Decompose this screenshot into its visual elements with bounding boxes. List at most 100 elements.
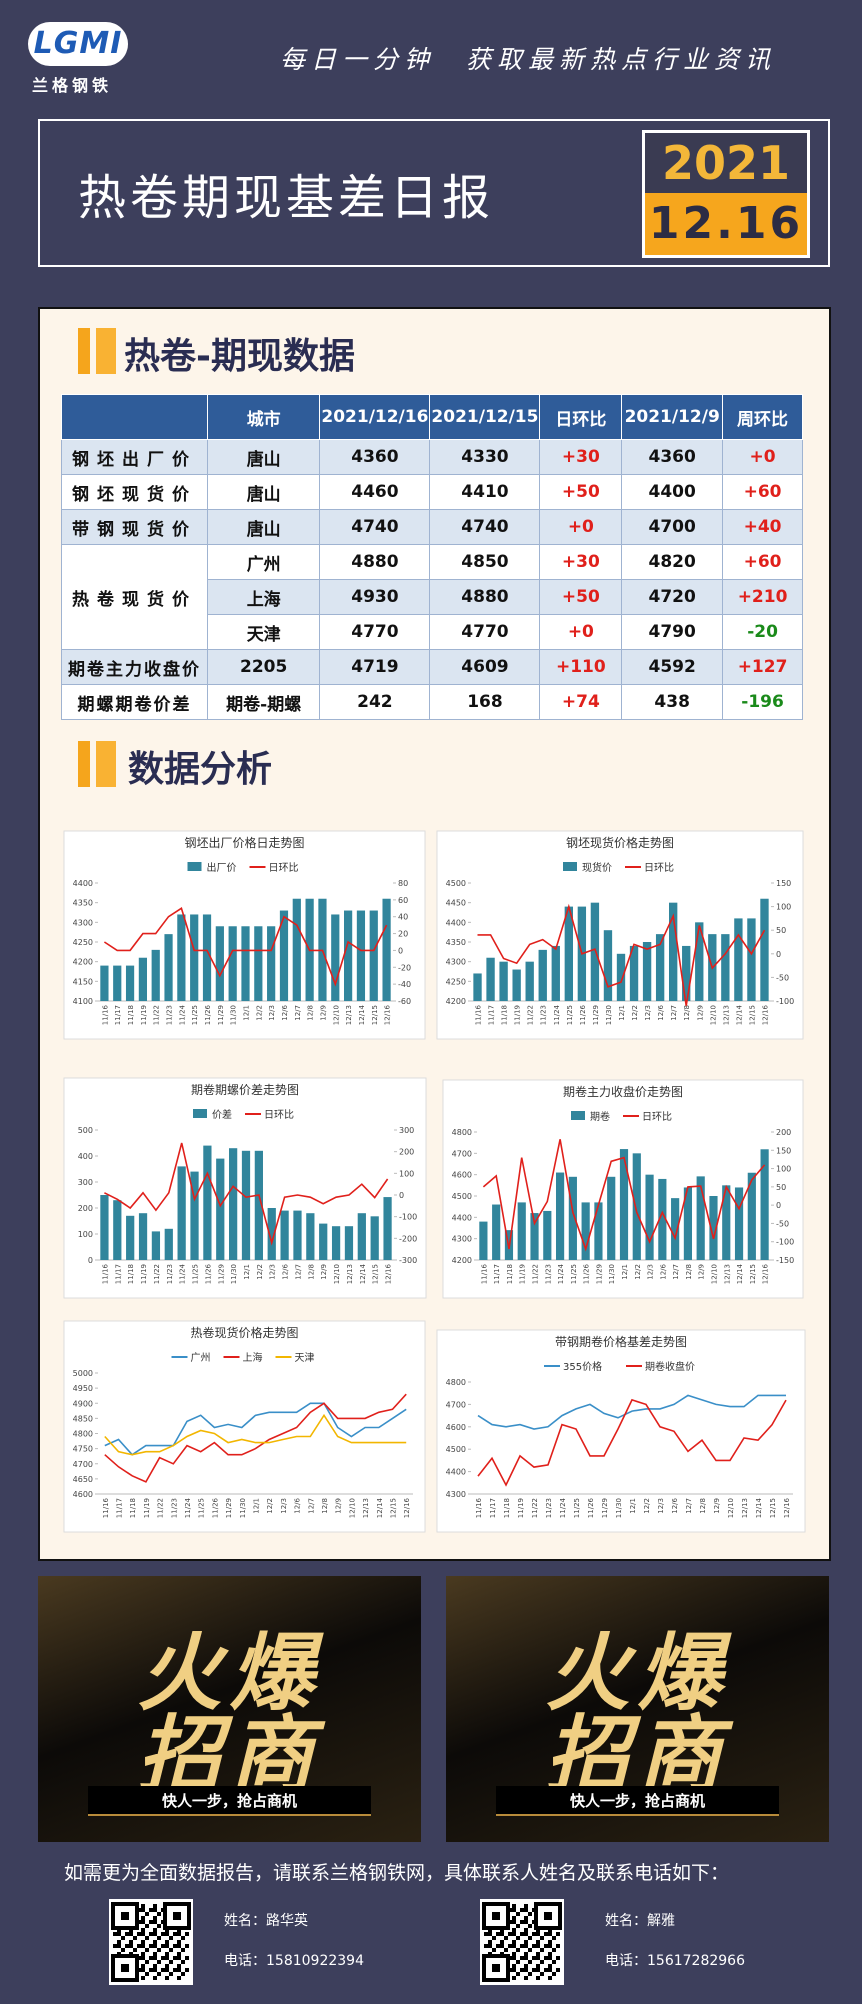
ad-banner[interactable]: 火爆 招商 快人一步，抢占商机 — [446, 1576, 829, 1842]
y2-tick-label: 60 — [398, 896, 408, 905]
bar — [344, 910, 353, 1001]
x-tick-label: 11/19 — [517, 1498, 525, 1518]
table-cell: 唐山 — [206, 439, 321, 475]
table-cell: +30 — [539, 544, 623, 580]
x-tick-label: 12/14 — [359, 1263, 367, 1284]
x-tick-label: 12/9 — [698, 1264, 706, 1280]
bar — [331, 1226, 341, 1260]
x-tick-label: 12/1 — [243, 1264, 251, 1280]
slogan: 每日一分钟 获取最新热点行业资讯 — [280, 45, 777, 74]
x-tick-label: 12/10 — [710, 1264, 718, 1284]
y-tick-label: 4600 — [446, 1423, 466, 1432]
bar — [292, 898, 301, 1001]
bar — [629, 945, 639, 1001]
table-cell: 4880 — [429, 579, 541, 615]
x-tick-label: 12/15 — [748, 1005, 756, 1025]
table-cell: 4880 — [319, 544, 431, 580]
y-tick-label: 4500 — [452, 1192, 472, 1201]
bar — [280, 1210, 289, 1260]
x-tick-label: 11/29 — [225, 1498, 233, 1518]
x-tick-label: 11/29 — [217, 1264, 225, 1284]
y-tick-label: 4300 — [73, 918, 93, 927]
x-tick-label: 12/6 — [659, 1263, 667, 1279]
x-tick-label: 11/23 — [540, 1005, 548, 1025]
y-tick-label: 4800 — [73, 1430, 93, 1439]
x-tick-label: 11/30 — [608, 1264, 616, 1284]
bar — [683, 1187, 693, 1260]
bar — [564, 906, 573, 1001]
table-cell: -196 — [722, 684, 803, 720]
bar — [632, 1153, 641, 1260]
x-tick-label: 11/30 — [605, 1005, 613, 1025]
x-tick-label: 11/16 — [475, 1004, 483, 1025]
ad-text: 火爆 — [137, 1624, 322, 1722]
line — [477, 903, 766, 1006]
bar — [709, 1196, 718, 1260]
table-cell: 期卷-期螺 — [206, 684, 321, 720]
bar — [721, 934, 730, 1001]
x-tick-label: 11/23 — [545, 1498, 553, 1518]
table-cell: +50 — [539, 579, 623, 615]
bar — [279, 910, 289, 1001]
ad-banner[interactable]: 火爆 招商 快人一步，抢占商机 — [38, 1576, 421, 1842]
x-tick-label: 11/24 — [184, 1497, 192, 1518]
bar — [177, 914, 186, 1001]
chart-background — [63, 1320, 426, 1533]
chart-title: 期卷期螺价差走势图 — [191, 1082, 299, 1097]
table-row: 期卷主力收盘价 2205 4719 4609 +110 4592 +127 — [61, 649, 803, 685]
bar — [254, 926, 263, 1001]
legend-label: 天津 — [295, 1352, 315, 1364]
y2-tick-label: 0 — [399, 1191, 404, 1200]
y-tick-label: 4300 — [446, 1490, 466, 1499]
bar — [607, 1176, 616, 1260]
y2-tick-label: 100 — [399, 1169, 414, 1178]
bar — [215, 926, 224, 1001]
x-tick-label: 11/24 — [559, 1497, 567, 1518]
x-tick-label: 12/10 — [348, 1498, 356, 1518]
x-tick-label: 11/25 — [198, 1498, 206, 1518]
chart-title: 带钢期卷价格基差走势图 — [555, 1334, 687, 1349]
x-tick-label: 11/22 — [157, 1498, 165, 1518]
bar — [177, 1166, 186, 1260]
x-tick-label: 12/16 — [761, 1004, 769, 1025]
bar — [669, 902, 678, 1001]
y-tick-label: 4850 — [73, 1414, 93, 1423]
x-tick-label: 12/7 — [294, 1264, 302, 1280]
x-tick-label: 11/23 — [166, 1005, 174, 1025]
bar — [551, 945, 560, 1001]
x-tick-label: 11/17 — [114, 1264, 122, 1284]
bar — [228, 926, 237, 1001]
x-tick-label: 11/22 — [532, 1264, 540, 1284]
section-marker — [78, 741, 90, 787]
y2-tick-label: 0 — [398, 946, 403, 955]
x-tick-label: 12/3 — [644, 1005, 652, 1021]
table-cell: 4790 — [621, 614, 724, 650]
table-cell: +60 — [722, 474, 803, 510]
x-tick-label: 12/13 — [362, 1498, 370, 1518]
chart-background — [436, 1329, 806, 1533]
table-cell: +127 — [722, 649, 803, 685]
section-title: 热卷-期现数据 — [124, 336, 355, 377]
y2-tick-label: 40 — [398, 913, 408, 922]
x-tick-label: 11/25 — [191, 1005, 199, 1025]
x-tick-label: 12/14 — [376, 1497, 384, 1518]
x-tick-label: 11/26 — [587, 1497, 595, 1518]
bar — [113, 965, 122, 1001]
bar — [696, 1176, 705, 1260]
x-tick-label: 11/26 — [211, 1497, 219, 1518]
y2-tick-label: -200 — [399, 1234, 417, 1243]
x-tick-label: 12/8 — [683, 1005, 691, 1021]
bar — [538, 949, 547, 1001]
legend-label: 出厂价 — [207, 861, 237, 874]
line — [482, 1139, 766, 1252]
bar — [525, 961, 534, 1001]
x-tick-label: 12/1 — [243, 1005, 251, 1021]
report-title: 热卷期现基差日报 — [78, 170, 495, 226]
y2-tick-label: 200 — [776, 1128, 791, 1137]
y-tick-label: 4600 — [73, 1490, 93, 1499]
table-cell: 4700 — [621, 509, 724, 545]
bar — [356, 910, 366, 1001]
x-tick-label: 12/6 — [657, 1004, 665, 1020]
contact-name: 姓名：解雅 — [605, 1913, 675, 1929]
